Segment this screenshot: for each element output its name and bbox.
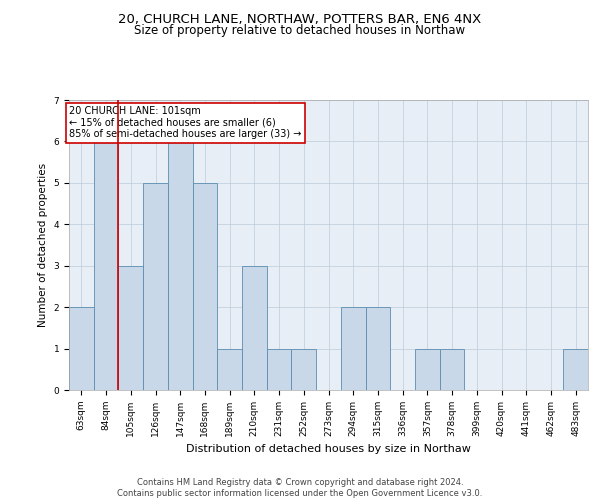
Bar bbox=[415, 348, 440, 390]
Y-axis label: Number of detached properties: Number of detached properties bbox=[38, 163, 48, 327]
Bar bbox=[69, 307, 94, 390]
Bar bbox=[365, 307, 390, 390]
Text: Size of property relative to detached houses in Northaw: Size of property relative to detached ho… bbox=[134, 24, 466, 37]
Bar bbox=[217, 348, 242, 390]
Bar bbox=[118, 266, 143, 390]
Bar bbox=[94, 142, 118, 390]
Bar bbox=[292, 348, 316, 390]
Text: 20 CHURCH LANE: 101sqm
← 15% of detached houses are smaller (6)
85% of semi-deta: 20 CHURCH LANE: 101sqm ← 15% of detached… bbox=[69, 106, 301, 140]
Bar bbox=[242, 266, 267, 390]
Bar bbox=[341, 307, 365, 390]
Bar bbox=[143, 183, 168, 390]
Bar bbox=[440, 348, 464, 390]
Bar bbox=[168, 142, 193, 390]
Bar bbox=[563, 348, 588, 390]
Text: 20, CHURCH LANE, NORTHAW, POTTERS BAR, EN6 4NX: 20, CHURCH LANE, NORTHAW, POTTERS BAR, E… bbox=[118, 12, 482, 26]
X-axis label: Distribution of detached houses by size in Northaw: Distribution of detached houses by size … bbox=[186, 444, 471, 454]
Bar bbox=[267, 348, 292, 390]
Text: Contains HM Land Registry data © Crown copyright and database right 2024.
Contai: Contains HM Land Registry data © Crown c… bbox=[118, 478, 482, 498]
Bar bbox=[193, 183, 217, 390]
